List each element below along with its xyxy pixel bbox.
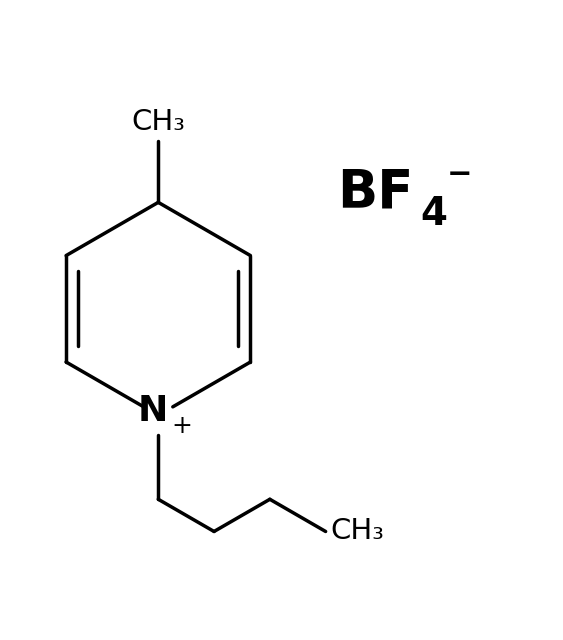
Text: CH₃: CH₃ [330, 518, 384, 545]
Text: CH₃: CH₃ [131, 108, 185, 136]
Text: N: N [137, 394, 168, 428]
Text: BF: BF [338, 167, 414, 219]
Text: −: − [447, 160, 472, 189]
Text: 4: 4 [421, 195, 448, 233]
Text: +: + [171, 415, 192, 438]
